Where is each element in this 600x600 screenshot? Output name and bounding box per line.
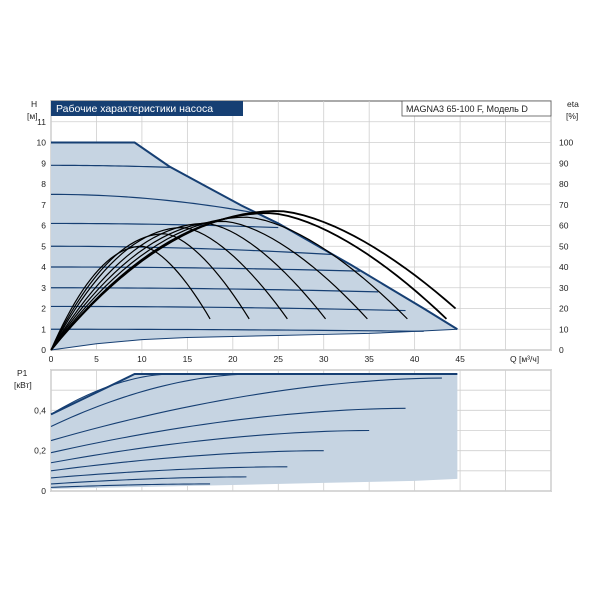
head-x-label: Q [м³/ч]	[510, 354, 539, 364]
head-x-tick-label: 0	[49, 354, 54, 364]
power-y-tick-label: 0,2	[34, 446, 46, 456]
power-speed-curve	[50, 407, 406, 454]
eta-y-unit: [%]	[566, 111, 578, 121]
efficiency-curve	[50, 210, 457, 351]
power-operating-area	[51, 374, 458, 489]
head-y-tick-label: 3	[41, 283, 46, 293]
eta-y-tick-label: 60	[559, 221, 569, 231]
head-speed-curves	[50, 141, 458, 351]
head-y-tick-label: 10	[37, 138, 47, 148]
efficiency-curve	[50, 222, 327, 351]
power-y-label: P1	[17, 368, 28, 378]
power-y-tick-label: 0	[41, 486, 46, 496]
power-max-curve	[50, 373, 458, 416]
power-speed-curve	[50, 429, 370, 464]
head-min-curve	[50, 328, 458, 351]
power-speed-curve	[50, 373, 252, 427]
eta-y-tick-label: 90	[559, 158, 569, 168]
head-y-tick-label: 2	[41, 304, 46, 314]
efficiency-curve	[50, 245, 211, 351]
model-box	[401, 100, 552, 117]
head-y-tick-label: 5	[41, 241, 46, 251]
head-max-curve	[51, 141, 458, 331]
eta-y-tick-label: 20	[559, 304, 569, 314]
head-speed-curve	[51, 266, 361, 272]
model-label: MAGNA3 65-100 F, Модель D	[406, 104, 528, 114]
head-x-tick-label: 30	[319, 354, 329, 364]
eta-y-tick-label: 80	[559, 179, 569, 189]
head-y-tick-label: 1	[41, 324, 46, 334]
power-y-unit: [кВт]	[14, 380, 32, 390]
head-y-tick-label: 7	[41, 200, 46, 210]
power-speed-curve	[50, 466, 288, 479]
head-x-tick-label: 35	[364, 354, 374, 364]
head-speed-curve	[51, 305, 406, 312]
chart-title: Рабочие характеристики насоса	[56, 103, 213, 115]
head-speed-curve	[51, 328, 424, 332]
title-box	[51, 101, 243, 116]
eta-y-label: eta	[567, 99, 579, 109]
power-tick-labels: 0 0,2 0,4	[34, 405, 46, 496]
eta-y-tick-label: 0	[559, 345, 564, 355]
head-x-tick-label: 10	[137, 354, 147, 364]
efficiency-curve	[50, 226, 288, 351]
head-x-tick-label: 15	[183, 354, 193, 364]
head-x-tick-label: 5	[94, 354, 99, 364]
power-y-tick-label: 0,4	[34, 405, 46, 415]
head-y-label: H	[31, 99, 37, 109]
head-tick-labels: 0 5 10 15 20 25 30 35 40 450123456789101101020304…	[37, 117, 574, 364]
head-speed-curve	[51, 222, 279, 229]
head-x-tick-label: 45	[455, 354, 465, 364]
power-speed-curve	[50, 483, 211, 488]
power-speed-curve	[50, 450, 324, 472]
eta-y-tick-label: 30	[559, 283, 569, 293]
head-y-tick-label: 4	[41, 262, 46, 272]
power-speed-curve	[50, 476, 247, 485]
head-x-tick-label: 40	[410, 354, 420, 364]
eta-y-tick-label: 40	[559, 262, 569, 272]
head-x-tick-label: 25	[274, 354, 284, 364]
eta-y-tick-label: 100	[559, 138, 573, 148]
efficiency-curves	[50, 210, 457, 351]
head-y-tick-label: 9	[41, 158, 46, 168]
head-y-tick-label: 0	[41, 345, 46, 355]
eta-y-tick-label: 70	[559, 200, 569, 210]
head-y-unit: [м]	[27, 111, 38, 121]
power-speed-curve	[50, 377, 442, 442]
head-speed-curve	[50, 193, 256, 214]
eta-y-tick-label: 10	[559, 324, 569, 334]
head-y-tick-label: 8	[41, 179, 46, 189]
head-y-tick-label: 11	[37, 117, 46, 127]
head-speed-curve	[51, 287, 379, 293]
eta-y-tick-label: 50	[559, 241, 569, 251]
power-speed-curves	[50, 373, 458, 488]
power-operating-area-fill	[51, 374, 458, 489]
head-x-tick-label: 20	[228, 354, 238, 364]
head-y-tick-label: 6	[41, 221, 46, 231]
head-speed-curve	[50, 164, 172, 168]
